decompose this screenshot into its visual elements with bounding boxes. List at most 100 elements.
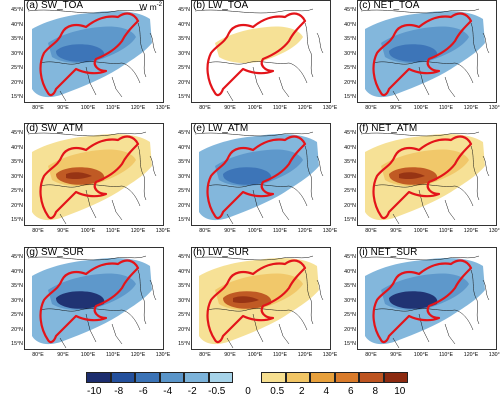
lat-tick-label: 40°N xyxy=(344,21,356,28)
lon-tick-label: 90°E xyxy=(390,105,402,111)
lon-tick-label: 130°E xyxy=(155,105,171,111)
lat-tick-label: 45°N xyxy=(11,254,23,260)
lat-tick-label: 40°N xyxy=(344,144,356,151)
lon-tick-label: 100°E xyxy=(413,228,429,234)
lon-tick-label: 90°E xyxy=(224,228,236,234)
colorbar-positive-label: 2 xyxy=(298,386,305,397)
lat-tick-label: 25°N xyxy=(11,312,23,318)
plateau-boundary xyxy=(39,135,140,220)
lon-tick-label: 130°E xyxy=(488,352,500,358)
lat-tick-label: 30°N xyxy=(11,50,23,57)
lat-tick-label: 15°N xyxy=(178,217,190,223)
colorbar-negative-label: -10 xyxy=(87,386,102,397)
lon-tick-label: 100°E xyxy=(80,352,96,358)
lat-tick-label: 20°N xyxy=(178,326,190,333)
colorbar-positive-swatch xyxy=(285,372,310,383)
lon-tick-label: 110°E xyxy=(438,105,454,111)
colorbar-negative-label: -0.5 xyxy=(208,386,226,397)
lat-tick-label: 25°N xyxy=(11,65,23,71)
colorbar-positive-label: 8 xyxy=(372,386,379,397)
lat-tick-label: 30°N xyxy=(344,173,356,180)
lat-tick-label: 25°N xyxy=(11,188,23,194)
colorbar-positive-label: 10 xyxy=(394,386,406,397)
plateau-boundary xyxy=(372,12,473,97)
units-label: W m-2 xyxy=(139,0,162,13)
colorbar-negative-label: -8 xyxy=(114,386,124,397)
lon-tick-label: 100°E xyxy=(247,352,263,358)
colorbar-negative-label: -2 xyxy=(187,386,197,397)
lat-tick-label: 15°N xyxy=(11,217,23,223)
map-plot-d xyxy=(24,123,164,226)
lon-tick-label: 80°E xyxy=(199,105,211,111)
colorbar-negative-swatch xyxy=(159,372,184,383)
lon-tick-label: 100°E xyxy=(247,228,263,234)
lat-tick-label: 45°N xyxy=(178,130,190,136)
panel-title-g: (g) SW_SUR xyxy=(26,247,84,258)
panel-title-i: (i) NET_SUR xyxy=(359,247,418,258)
lon-tick-label: 100°E xyxy=(247,105,263,111)
lat-tick-label: 30°N xyxy=(344,50,356,57)
map-panel-h: (h) LW_SUR xyxy=(191,247,331,350)
lat-tick-label: 35°N xyxy=(178,36,190,42)
lon-tick-label: 90°E xyxy=(57,228,69,234)
lon-tick-label: 130°E xyxy=(155,352,171,358)
colorbar-positive-swatch xyxy=(383,372,408,383)
panel-title-b: (b) LW_TOA xyxy=(193,0,249,11)
lon-tick-label: 120°E xyxy=(463,105,479,111)
lon-tick-label: 130°E xyxy=(155,228,171,234)
lon-tick-label: 100°E xyxy=(80,228,96,234)
lon-tick-label: 130°E xyxy=(322,352,338,358)
lon-tick-label: 110°E xyxy=(105,352,121,358)
map-panel-b: (b) LW_TOA xyxy=(191,0,331,103)
lon-tick-label: 90°E xyxy=(57,105,69,111)
panel-title-e: (e) LW_ATM xyxy=(193,123,249,134)
lat-tick-label: 30°N xyxy=(178,50,190,57)
colorbar-positive-swatch xyxy=(359,372,384,383)
lat-tick-label: 35°N xyxy=(344,36,356,42)
lon-tick-label: 80°E xyxy=(32,228,44,234)
plateau-boundary xyxy=(372,135,473,220)
lat-tick-label: 35°N xyxy=(11,36,23,42)
lat-tick-label: 15°N xyxy=(11,341,23,347)
colorbar-positive-label: 0.5 xyxy=(270,386,285,397)
map-panel-a: (a) SW_TOA W m-2 xyxy=(24,0,164,103)
lat-tick-label: 20°N xyxy=(11,79,23,86)
lon-tick-label: 90°E xyxy=(390,228,402,234)
lon-tick-label: 80°E xyxy=(365,228,377,234)
map-plot-g xyxy=(24,247,164,350)
lon-tick-label: 100°E xyxy=(413,105,429,111)
lat-tick-label: 45°N xyxy=(344,254,356,260)
lon-tick-label: 80°E xyxy=(199,352,211,358)
lat-tick-label: 15°N xyxy=(344,217,356,223)
lat-tick-label: 30°N xyxy=(11,297,23,304)
colorbar-negative-swatch xyxy=(86,372,111,383)
map-plot-f xyxy=(357,123,497,226)
map-panel-e: (e) LW_ATM xyxy=(191,123,331,226)
colorbar-negative-swatch xyxy=(110,372,135,383)
lon-tick-label: 110°E xyxy=(272,105,288,111)
lon-tick-label: 120°E xyxy=(297,105,313,111)
lat-tick-label: 35°N xyxy=(178,283,190,289)
lat-tick-label: 35°N xyxy=(344,283,356,289)
lat-tick-label: 15°N xyxy=(344,341,356,347)
lat-tick-label: 15°N xyxy=(11,94,23,100)
colorbar: -10 -8 -6 -4 -2 -0.5 0 0.5 2 4 6 8 10 xyxy=(86,372,446,406)
lat-tick-label: 25°N xyxy=(178,188,190,194)
lat-tick-label: 45°N xyxy=(178,7,190,13)
map-plot-i xyxy=(357,247,497,350)
panel-title-f: (f) NET_ATM xyxy=(359,123,418,134)
map-panel-c: (c) NET_TOA xyxy=(357,0,497,103)
map-panel-g: (g) SW_SUR xyxy=(24,247,164,350)
lon-tick-label: 120°E xyxy=(130,228,146,234)
colorbar-negative-label: -6 xyxy=(138,386,148,397)
colorbar-zero-label: 0 xyxy=(245,386,251,397)
map-panel-f: (f) NET_ATM xyxy=(357,123,497,226)
lon-tick-label: 80°E xyxy=(365,352,377,358)
lon-tick-label: 110°E xyxy=(272,228,288,234)
lon-tick-label: 110°E xyxy=(438,352,454,358)
plateau-boundary xyxy=(372,259,473,344)
units-exponent: -2 xyxy=(156,2,162,8)
map-plot-h xyxy=(191,247,331,350)
colorbar-positive-swatch xyxy=(334,372,359,383)
lon-tick-label: 130°E xyxy=(488,228,500,234)
